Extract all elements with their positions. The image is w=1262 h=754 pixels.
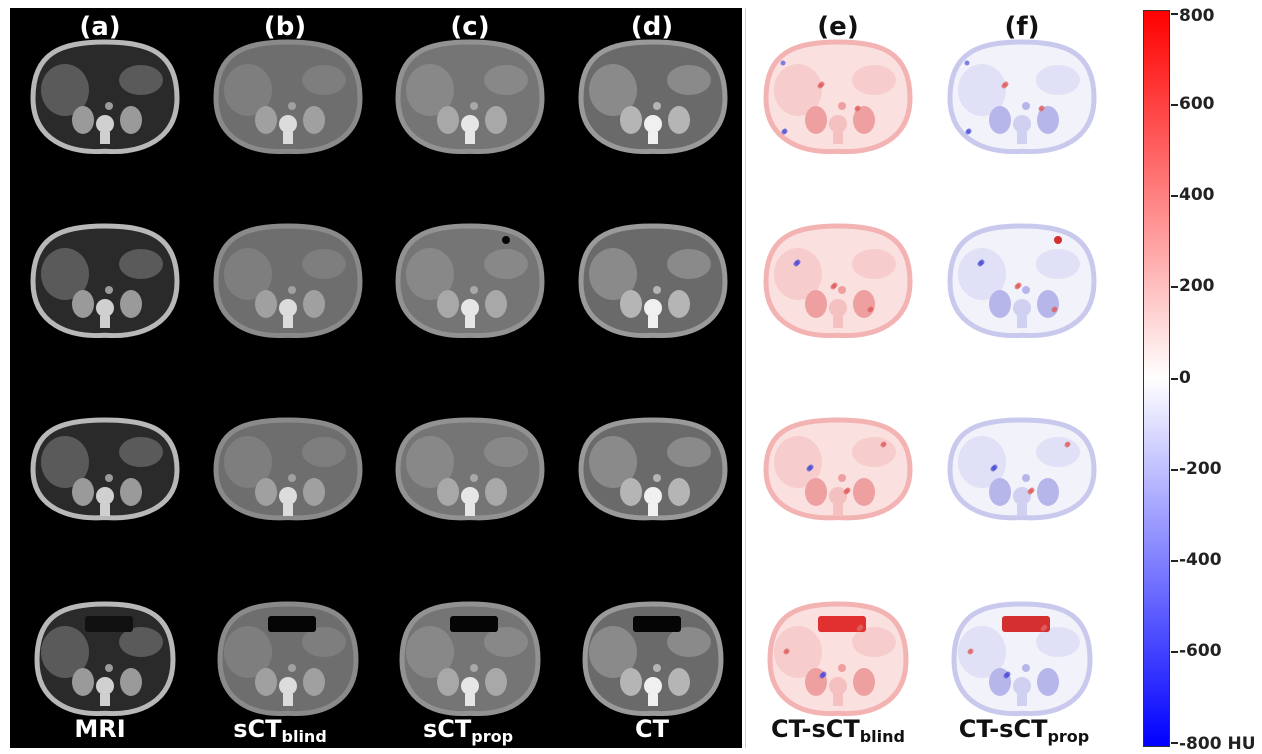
slice-image xyxy=(399,601,541,717)
colorbar-tick-label: 0 xyxy=(1179,367,1191,388)
bottom-label-b: sCTblind xyxy=(233,715,327,746)
column-label-a: (a) xyxy=(79,12,121,42)
colorbar-tick xyxy=(1171,286,1178,289)
slice-image xyxy=(30,39,180,155)
column-label-d: (d) xyxy=(630,12,674,42)
colorbar-tick-label: 200 xyxy=(1179,276,1215,297)
colorbar-tick xyxy=(1171,104,1178,107)
bottom-label-c: sCTprop xyxy=(422,715,514,746)
slice-image xyxy=(578,223,728,339)
slice-image xyxy=(951,601,1093,717)
column-label-c: (c) xyxy=(450,12,490,42)
colorbar-tick xyxy=(1171,195,1178,198)
colorbar-tick xyxy=(1171,650,1178,653)
colorbar-tick xyxy=(1171,742,1178,744)
slice-image xyxy=(763,417,913,521)
slice-image xyxy=(34,601,176,717)
column-label-f: (f) xyxy=(1004,12,1040,42)
slice-image xyxy=(395,417,545,521)
panel-divider xyxy=(745,8,746,748)
slice-image xyxy=(947,417,1097,521)
bottom-label-a: MRI xyxy=(74,715,126,743)
bottom-label-d: CT xyxy=(635,715,669,743)
slice-image xyxy=(763,223,913,339)
colorbar-tick xyxy=(1171,377,1178,380)
slice-image xyxy=(30,417,180,521)
colorbar-tick-label: 600 xyxy=(1179,94,1215,115)
colorbar-tick-label: 800 xyxy=(1179,6,1215,26)
colorbar-tick-label: -200 xyxy=(1179,458,1222,479)
slice-image xyxy=(217,601,359,717)
slice-image xyxy=(947,223,1097,339)
slice-image xyxy=(767,601,909,717)
colorbar-tick xyxy=(1171,559,1178,562)
slice-image xyxy=(947,39,1097,155)
bottom-label-e: CT-sCTblind xyxy=(771,715,905,746)
colorbar-tick xyxy=(1171,13,1178,15)
colorbar-tick-label: -600 xyxy=(1179,640,1222,661)
slice-image xyxy=(395,39,545,155)
colorbar-tick-label: 400 xyxy=(1179,185,1215,206)
column-label-e: (e) xyxy=(817,12,859,42)
slice-image xyxy=(578,417,728,521)
colorbar-tick-label: -800 HU xyxy=(1179,734,1256,754)
slice-image xyxy=(213,417,363,521)
column-label-b: (b) xyxy=(263,12,307,42)
bottom-label-f: CT-sCTprop xyxy=(958,715,1090,746)
colorbar-tick-label: -400 xyxy=(1179,549,1222,570)
slice-image xyxy=(763,39,913,155)
slice-image xyxy=(213,223,363,339)
colorbar xyxy=(1143,10,1170,747)
slice-image xyxy=(582,601,724,717)
slice-image xyxy=(213,39,363,155)
slice-image xyxy=(395,223,545,339)
slice-image xyxy=(30,223,180,339)
colorbar-tick xyxy=(1171,468,1178,471)
slice-image xyxy=(578,39,728,155)
